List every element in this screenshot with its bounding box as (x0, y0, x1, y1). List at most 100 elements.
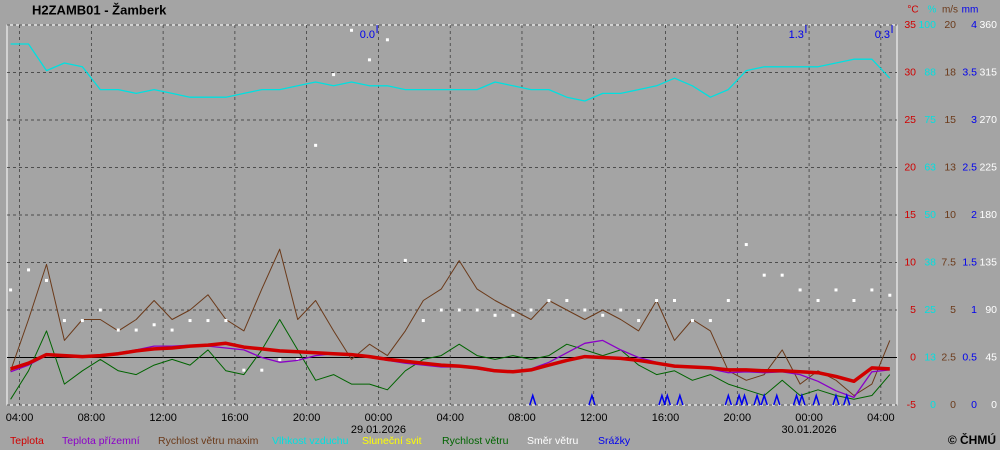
direction-point (152, 323, 156, 327)
y-tick-label: 10 (904, 256, 916, 268)
direction-point (744, 243, 748, 247)
direction-point (852, 299, 856, 302)
direction-point (188, 319, 192, 323)
direction-point (762, 273, 766, 277)
legend-entry: Sluneční svit (362, 435, 422, 447)
direction-point (637, 319, 641, 323)
y-tick-label: 2 (971, 209, 977, 221)
direction-point (798, 288, 802, 292)
direction-point (780, 273, 784, 277)
direction-point (888, 293, 892, 297)
direction-point (601, 313, 605, 317)
x-tick-label: 16:00 (221, 412, 249, 424)
direction-point (870, 288, 874, 292)
direction-point (690, 319, 694, 323)
x-tick-label: 08:00 (508, 412, 536, 424)
credit: © ČHMÚ (948, 432, 996, 447)
x-tick-label: 20:00 (724, 412, 752, 424)
direction-point (350, 28, 354, 32)
date-label: 30.01.2026 (782, 424, 837, 436)
y-tick-label: 15 (944, 114, 956, 126)
y-tick-label: 270 (979, 114, 997, 126)
y-tick-label: 20 (904, 161, 916, 173)
y-tick-label: 10 (944, 209, 956, 221)
axis-unit: % (928, 5, 937, 16)
precip-sum-label: 1.3 (789, 29, 804, 41)
series-line (10, 248, 891, 396)
direction-point (206, 319, 210, 323)
y-tick-label: 7.5 (941, 256, 956, 268)
y-tick-label: 63 (924, 161, 936, 173)
y-tick-label: 1.5 (962, 256, 977, 268)
y-tick-label: 5 (950, 304, 956, 316)
direction-point (44, 278, 48, 282)
y-tick-label: 0 (910, 351, 916, 363)
y-tick-label: 75 (924, 114, 936, 126)
date-label: 29.01.2026 (351, 424, 406, 436)
direction-point (511, 313, 515, 317)
direction-point (332, 73, 336, 77)
precip-marker (832, 393, 840, 406)
precip-sum-label: 0.3 (875, 29, 890, 41)
precip-marker (812, 393, 820, 406)
legend-entry: Směr větru (527, 435, 579, 447)
direction-point (98, 308, 102, 312)
direction-point (475, 308, 479, 312)
x-tick-label: 08:00 (78, 412, 106, 424)
y-tick-label: 0 (930, 399, 936, 411)
direction-point (9, 288, 13, 292)
direction-point (619, 308, 623, 312)
y-tick-label: 180 (979, 209, 997, 221)
precip-marker (529, 393, 537, 406)
axis-unit: m/s (942, 5, 958, 16)
direction-point (80, 319, 84, 323)
y-tick-label: 20 (944, 19, 956, 31)
direction-point (278, 358, 282, 362)
direction-point (296, 358, 300, 362)
y-tick-label: 45 (985, 351, 997, 363)
y-tick-label: 135 (979, 256, 997, 268)
series-line (10, 319, 891, 400)
y-tick-label: 360 (979, 19, 997, 31)
precip-marker (740, 393, 749, 406)
precip-marker (735, 393, 743, 406)
direction-point (708, 319, 712, 323)
y-tick-label: 3 (971, 114, 977, 126)
precip-marker (724, 393, 733, 406)
y-tick-label: 90 (985, 304, 997, 316)
y-tick-label: 2.5 (962, 161, 977, 173)
precip-marker (753, 393, 761, 406)
y-tick-label: 30 (904, 66, 916, 78)
direction-point (583, 308, 587, 312)
y-tick-label: 88 (924, 66, 936, 78)
legend-entry: Teplota přízemní (62, 435, 140, 447)
direction-point (655, 299, 659, 302)
direction-point (834, 288, 838, 292)
y-tick-label: 13 (944, 161, 956, 173)
direction-point (673, 299, 676, 302)
chart-title: H2ZAMB01 - Žamberk (32, 2, 167, 17)
precip-marker (792, 393, 801, 406)
direction-point (116, 328, 120, 332)
direction-point (547, 299, 551, 302)
direction-point (314, 143, 318, 147)
direction-point (134, 328, 138, 332)
precip-sum-label: 0.0 (360, 29, 375, 41)
y-tick-label: 35 (904, 19, 916, 31)
direction-point (529, 308, 533, 312)
x-tick-label: 04:00 (867, 412, 895, 424)
direction-point (493, 313, 497, 317)
precip-marker (663, 393, 672, 406)
precip-marker (588, 393, 596, 406)
x-tick-label: 20:00 (293, 412, 321, 424)
direction-point (170, 328, 174, 332)
x-tick-label: 00:00 (365, 412, 393, 424)
y-tick-label: 0 (971, 399, 977, 411)
y-tick-label: 100 (918, 19, 936, 31)
legend-entry: Srážky (598, 435, 631, 447)
precip-marker (676, 393, 684, 406)
y-tick-label: 25 (904, 114, 916, 126)
x-tick-label: 00:00 (795, 412, 823, 424)
y-tick-label: 0 (991, 399, 997, 411)
